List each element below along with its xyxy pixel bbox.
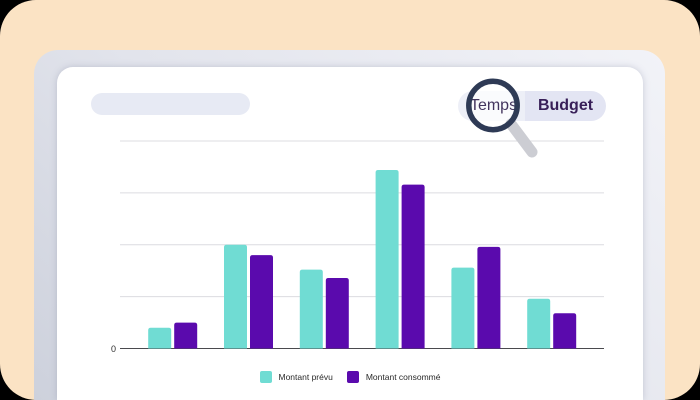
legend-item-montant-consomme: Montant consommé <box>346 371 441 383</box>
bar-montant-consomme-6 <box>553 313 577 349</box>
legend-swatch-montant-consomme <box>346 371 359 383</box>
bar-montant-prevu-5 <box>451 267 475 349</box>
y-axis-zero-label: 0 <box>111 344 116 354</box>
toggle-option-temps-label: Temps <box>469 97 518 114</box>
bar-montant-consomme-4 <box>401 184 425 349</box>
title-placeholder-bar <box>91 93 250 115</box>
bar-montant-prevu-2 <box>224 244 247 349</box>
legend-label-montant-consomme: Montant consommé <box>365 372 441 382</box>
bar-chart: 0 <box>111 140 604 354</box>
bar-montant-prevu-6 <box>527 298 551 349</box>
bar-montant-consomme-3 <box>325 277 349 349</box>
chart-legend: Montant prévu Montant consommé <box>57 371 643 383</box>
bar-montant-consomme-2 <box>250 255 273 349</box>
bar-montant-prevu-4 <box>375 170 399 349</box>
bar-montant-consomme-1 <box>174 322 198 349</box>
bar-montant-consomme-5 <box>477 246 501 349</box>
legend-label-montant-prevu: Montant prévu <box>278 372 333 382</box>
bar-montant-prevu-1 <box>148 327 172 349</box>
toggle-option-budget[interactable]: Budget <box>525 91 606 121</box>
legend-item-montant-prevu: Montant prévu <box>259 371 333 383</box>
toggle-option-budget-label: Budget <box>537 97 594 114</box>
legend-swatch-montant-prevu <box>259 371 272 383</box>
bar-montant-prevu-3 <box>299 269 323 349</box>
